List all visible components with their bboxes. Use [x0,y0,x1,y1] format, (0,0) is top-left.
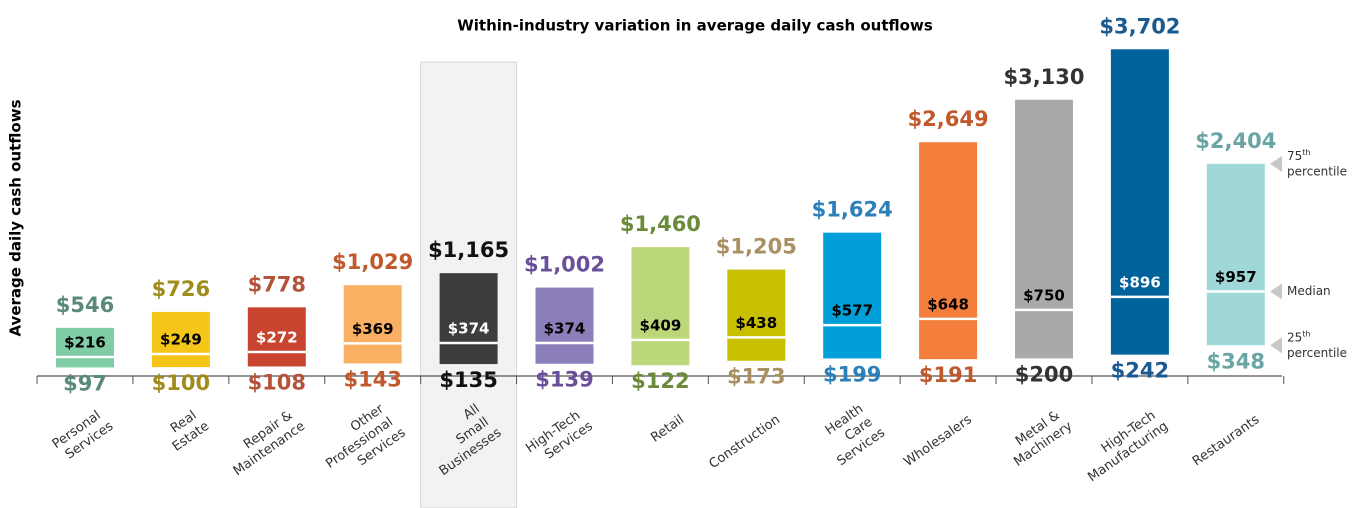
range-bar [1206,163,1265,346]
x-tick-label: Restaurants [1190,412,1263,469]
p25-label: $348 [1207,349,1265,373]
range-bar [1015,99,1073,359]
legend-word: percentile [1287,164,1347,178]
x-tick-label: Metal & Machinery [1002,405,1075,469]
legend-word: Median [1287,284,1331,298]
range-bar [631,247,690,366]
range-bar [439,273,498,365]
x-tick-label: Health Care Services [816,399,888,469]
p25-label: $139 [535,368,593,392]
median-label: $409 [640,316,682,334]
median-label: $577 [831,302,873,320]
x-tick-label: Retail [648,412,687,445]
legend-num: 25 [1287,330,1302,344]
x-tick-label: Personal Services [49,405,116,465]
p75-label: $1,002 [524,253,605,277]
range-bar [56,327,114,368]
p75-label: $1,205 [716,235,797,259]
legend-word: percentile [1287,346,1347,360]
x-tick-label: High-Tech Manufacturing [1076,405,1171,484]
range-bar [919,142,978,360]
median-label: $750 [1023,286,1065,304]
range-bar [823,232,882,359]
p25-label: $242 [1111,359,1169,383]
legend-label: 25th [1287,329,1311,344]
p75-label: $726 [152,277,210,301]
p25-label: $143 [343,367,401,391]
p75-label: $1,165 [428,238,509,262]
legend-num: 75 [1287,148,1302,162]
median-label: $272 [256,328,298,346]
median-label: $249 [160,331,202,349]
label-line: Retail [648,412,687,445]
x-tick-label: Wholesalers [901,412,975,470]
legend-marker [1270,283,1282,300]
p75-label: $3,130 [1003,65,1084,89]
x-tick-label: Repair & Maintenance [221,405,307,478]
median-label: $896 [1119,273,1161,291]
label-line: Restaurants [1190,412,1263,469]
p25-label: $200 [1015,362,1073,386]
p75-label: $1,624 [812,198,893,222]
range-bar [343,285,402,364]
median-label: $216 [64,333,106,351]
label-line: Construction [706,412,782,472]
x-tick-label: High-Tech Services [523,405,596,469]
range-bar [1110,49,1169,355]
range-bar [247,307,306,367]
y-axis-label: Average daily cash outflows [7,99,25,336]
p25-label: $100 [152,371,210,395]
legend-label: 75th [1287,147,1311,162]
x-tick-label: Construction [706,412,782,472]
p25-label: $135 [439,368,497,392]
median-label: $374 [448,319,490,337]
p75-label: $2,649 [908,107,989,131]
p75-label: $1,029 [332,250,413,274]
p25-label: $122 [631,369,689,393]
range-bar [727,269,786,361]
legend-marker [1270,337,1282,354]
x-tick-label: Real Estate [160,405,211,454]
p75-label: $546 [56,293,114,317]
p75-label: $2,404 [1195,129,1276,153]
p75-label: $1,460 [620,212,701,236]
range-bar [151,311,210,368]
p25-label: $199 [823,362,881,386]
p25-label: $97 [63,371,107,395]
p25-label: $108 [248,370,306,394]
range-bar [535,287,594,364]
legend-marker [1270,155,1282,172]
median-label: $648 [927,295,969,313]
median-label: $374 [544,319,586,337]
legend-sup: th [1302,329,1310,338]
chart-title: Within-industry variation in average dai… [457,17,933,35]
median-label: $438 [735,314,777,332]
x-tick-label: Other Professional Services [314,399,409,485]
legend-sup: th [1302,147,1310,156]
median-label: $957 [1215,268,1257,286]
median-label: $369 [352,320,394,338]
p25-label: $191 [919,363,977,387]
p25-label: $173 [727,365,785,389]
p75-label: $3,702 [1099,14,1180,38]
label-line: Wholesalers [901,412,975,470]
p75-label: $778 [248,272,306,296]
